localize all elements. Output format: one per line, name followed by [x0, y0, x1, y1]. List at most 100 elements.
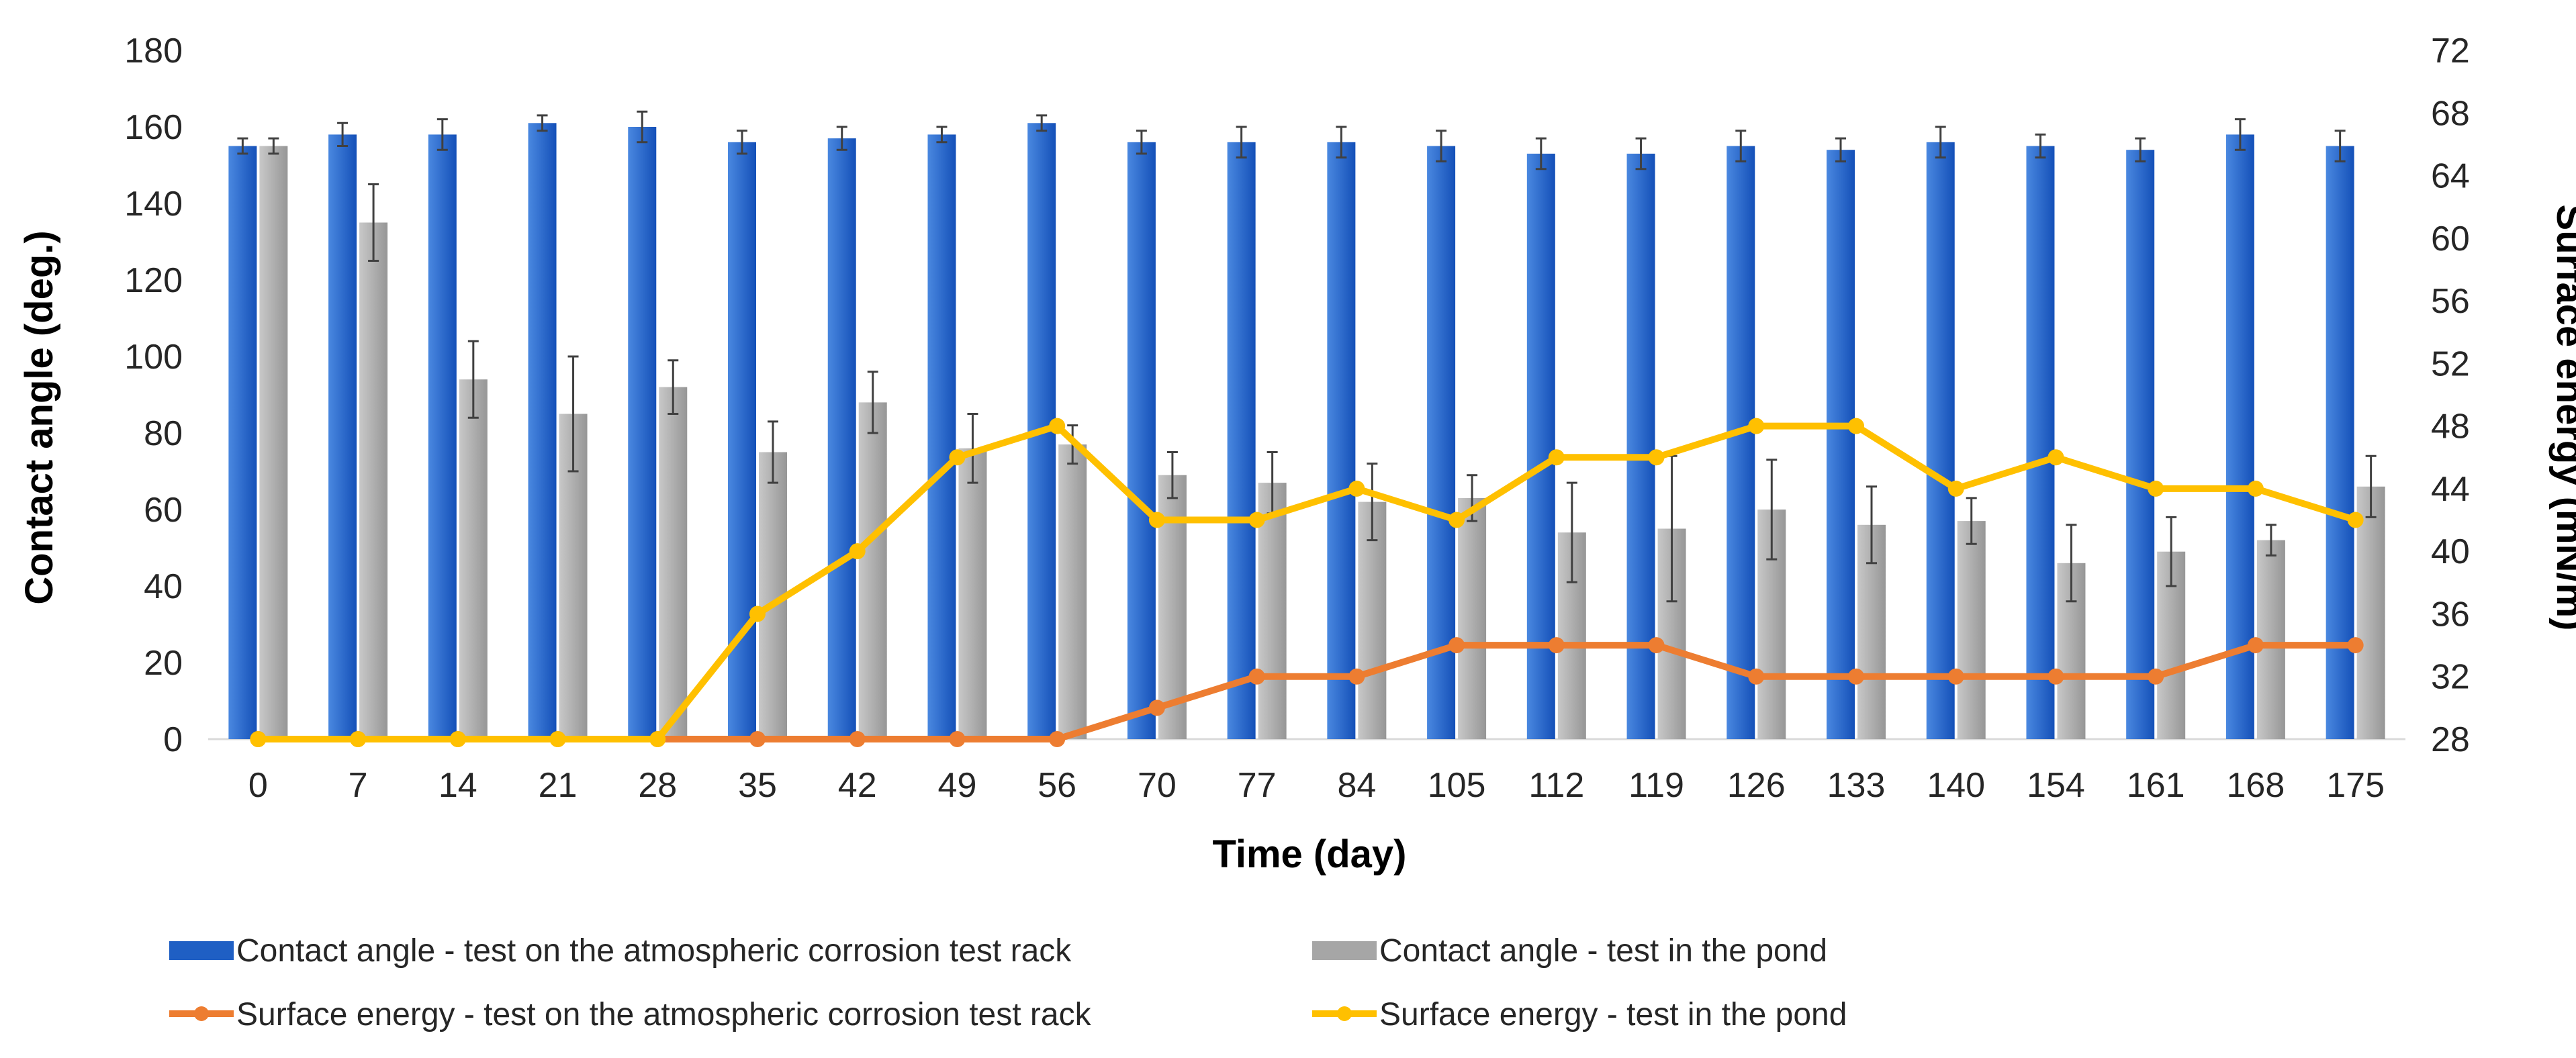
x-tick-label: 7: [349, 766, 368, 805]
bar-rack: [1926, 142, 1955, 740]
point-pond: [1348, 480, 1365, 497]
y-axis-left-ticks: 0 20 40 60 80 100 120 140 160 180: [124, 32, 183, 759]
point-pond: [749, 606, 766, 622]
bar-pond: [459, 379, 488, 739]
x-tick-label: 14: [439, 766, 477, 805]
y-axis-left-title: Contact angle (deg.): [17, 230, 61, 604]
line-series-pond: [258, 422, 2357, 742]
legend-item-bar-rack[interactable]: Contact angle - test on the atmospheric …: [169, 933, 1072, 969]
bar-rack: [927, 134, 956, 739]
x-tick-label: 56: [1038, 766, 1076, 805]
legend-swatch-bar-pond: [1312, 941, 1377, 960]
lines-layer: [250, 418, 2364, 747]
y-right-tick-label: 28: [2431, 720, 2470, 759]
bar-pond: [1957, 521, 1986, 739]
point-pond: [649, 731, 666, 747]
point-rack: [1049, 731, 1066, 747]
y-right-tick-label: 72: [2431, 32, 2470, 70]
x-tick-label: 105: [1428, 766, 1486, 805]
x-tick-label: 161: [2127, 766, 2185, 805]
bar-pond: [1358, 501, 1387, 739]
x-tick-label: 154: [2027, 766, 2085, 805]
bar-rack: [827, 138, 856, 740]
legend-swatch-bar-rack: [169, 941, 234, 960]
bar-rack: [628, 127, 657, 739]
x-tick-label: 0: [248, 766, 268, 805]
y-right-tick-label: 60: [2431, 220, 2470, 258]
point-pond: [549, 731, 566, 747]
legend: Contact angle - test on the atmospheric …: [169, 933, 1847, 1032]
legend-item-line-rack[interactable]: Surface energy - test on the atmospheric…: [169, 997, 1092, 1032]
bar-pond: [1058, 444, 1087, 739]
x-tick-label: 49: [938, 766, 977, 805]
legend-marker-pond: [1337, 1006, 1352, 1021]
point-pond: [1848, 418, 1864, 434]
legend-item-bar-pond[interactable]: Contact angle - test in the pond: [1312, 933, 1827, 969]
legend-item-line-pond[interactable]: Surface energy - test in the pond: [1312, 997, 1847, 1032]
point-pond: [949, 449, 966, 466]
bar-rack: [228, 146, 257, 739]
bar-pond: [1458, 497, 1487, 739]
y-right-tick-label: 68: [2431, 94, 2470, 133]
point-rack: [1548, 637, 1565, 654]
x-tick-label: 84: [1337, 766, 1376, 805]
y-right-tick-label: 40: [2431, 532, 2470, 571]
bar-rack: [1526, 153, 1555, 739]
x-tick-label: 140: [1927, 766, 1985, 805]
bar-rack: [2126, 150, 2155, 739]
point-rack: [1148, 700, 1165, 716]
bar-rack: [2026, 146, 2055, 739]
legend-label-bar-rack: Contact angle - test on the atmospheric …: [236, 933, 1072, 969]
point-pond: [1548, 449, 1565, 466]
point-rack: [1947, 668, 1964, 685]
bar-rack: [1626, 153, 1655, 739]
x-tick-label: 175: [2326, 766, 2385, 805]
point-rack: [2347, 637, 2364, 654]
point-rack: [1448, 637, 1465, 654]
legend-marker-rack: [194, 1006, 209, 1021]
bar-rack: [1727, 146, 1755, 739]
point-rack: [1248, 668, 1265, 685]
bar-pond: [359, 222, 388, 739]
x-tick-label: 28: [638, 766, 677, 805]
y-left-tick-label: 100: [124, 338, 183, 377]
y-right-tick-label: 56: [2431, 282, 2470, 321]
y-left-tick-label: 160: [124, 108, 183, 147]
bar-rack: [428, 134, 457, 739]
bar-pond: [1258, 483, 1287, 739]
x-tick-label: 112: [1528, 766, 1584, 805]
x-tick-label: 77: [1238, 766, 1277, 805]
bar-pond: [2356, 486, 2385, 739]
y-right-tick-label: 36: [2431, 595, 2470, 634]
x-tick-label: 168: [2227, 766, 2285, 805]
point-rack: [1848, 668, 1864, 685]
x-axis-ticks: 0 7 14 21 28 35 42 49 56 70 77 84 105 112 119 126 133 140…: [248, 766, 2385, 805]
point-rack: [849, 731, 866, 747]
bar-pond: [958, 448, 987, 739]
point-pond: [449, 731, 466, 747]
point-rack: [749, 731, 766, 747]
x-axis-title: Time (day): [1212, 832, 1406, 876]
bar-rack: [1827, 150, 1855, 739]
point-pond: [1248, 512, 1265, 528]
point-rack: [949, 731, 966, 747]
y-right-tick-label: 52: [2431, 344, 2470, 383]
y-left-tick-label: 180: [124, 32, 183, 70]
point-pond: [849, 543, 866, 560]
point-pond: [2247, 480, 2264, 497]
bar-rack: [1327, 142, 1356, 740]
point-pond: [1748, 418, 1765, 434]
bars-layer: [228, 123, 2385, 740]
y-left-tick-label: 120: [124, 261, 183, 300]
y-left-tick-label: 60: [144, 491, 183, 530]
point-pond: [1648, 449, 1665, 466]
y-right-tick-label: 48: [2431, 407, 2470, 446]
bar-rack: [1127, 142, 1156, 740]
point-pond: [250, 731, 267, 747]
point-pond: [350, 731, 367, 747]
y-axis-right-ticks: 28 32 36 40 44 48 52 56 60 64 68 72: [2431, 32, 2470, 759]
point-pond: [2048, 449, 2064, 466]
legend-label-bar-pond: Contact angle - test in the pond: [1379, 933, 1827, 969]
y-axis-right-title: Surface energy (mN/m): [2548, 205, 2576, 631]
